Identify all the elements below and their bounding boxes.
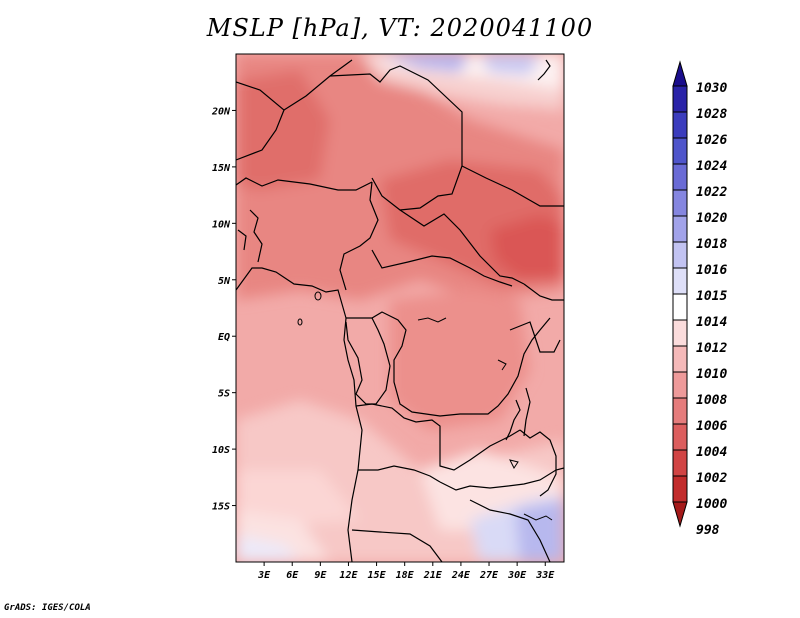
pressure-field <box>236 54 564 562</box>
colorbar-label: 998 <box>696 523 720 538</box>
colorbar-label: 1015 <box>696 289 727 304</box>
x-tick-label: 12E <box>339 570 358 581</box>
colorbar-label: 1000 <box>696 497 727 512</box>
y-axis: 20N 15N 10N 5N EQ 5S 10S 15S <box>211 106 236 513</box>
y-tick-label: 5S <box>218 389 230 400</box>
colorbar-label: 1016 <box>696 263 727 278</box>
colorbar-box <box>672 293 688 321</box>
colorbar-box <box>672 449 688 477</box>
x-tick-label: 3E <box>257 570 271 581</box>
colorbar-box <box>672 371 688 399</box>
country-borders <box>236 59 564 562</box>
x-tick-label: 24E <box>451 570 471 581</box>
x-tick-label: 33E <box>535 570 555 581</box>
y-tick-label: 10S <box>212 445 230 456</box>
colorbar-label: 1020 <box>696 211 727 226</box>
x-tick-label: 18E <box>396 570 415 581</box>
colorbar-box <box>672 397 688 425</box>
lakes <box>297 291 553 521</box>
colorbar-label: 1002 <box>696 471 727 486</box>
x-tick-label: 9E <box>314 570 327 581</box>
colorbar-label: 1008 <box>696 393 727 408</box>
x-axis: 3E 6E 9E 12E 15E 18E 21E 24E 27E 30E 33E <box>257 562 555 581</box>
colorbar: 1030 1028 1026 1024 1022 1020 1018 1016 1015 1014… <box>672 60 727 538</box>
colorbar-box <box>672 111 688 139</box>
colorbar-label: 1026 <box>696 133 727 148</box>
colorbar-box <box>672 267 688 295</box>
colorbar-box <box>672 189 688 217</box>
colorbar-label: 1018 <box>696 237 727 252</box>
y-tick-label: 20N <box>211 106 231 117</box>
colorbar-label: 1010 <box>696 367 727 382</box>
colorbar-label: 1028 <box>696 107 727 122</box>
colorbar-box <box>672 475 688 503</box>
colorbar-box <box>672 319 688 347</box>
y-tick-label: 10N <box>212 219 231 230</box>
colorbar-box <box>672 423 688 451</box>
x-tick-label: 21E <box>423 570 443 581</box>
x-tick-label: 15E <box>368 570 387 581</box>
y-tick-label: 5N <box>218 276 231 287</box>
colorbar-label: 1014 <box>696 315 727 330</box>
colorbar-label: 1012 <box>696 341 727 356</box>
colorbar-box <box>672 345 688 373</box>
y-tick-label: 15S <box>212 502 230 513</box>
chart-title: MSLP [hPa], VT: 2020041100 <box>206 14 594 42</box>
colorbar-label: 1030 <box>696 81 727 96</box>
colorbar-label: 1024 <box>696 159 727 174</box>
colorbar-box <box>672 163 688 191</box>
x-tick-label: 30E <box>507 570 527 581</box>
y-tick-label: EQ <box>218 332 230 343</box>
colorbar-label: 1022 <box>696 185 727 200</box>
map-frame <box>235 53 565 563</box>
colorbar-label: 1006 <box>696 419 727 434</box>
colorbar-box <box>672 215 688 243</box>
x-tick-label: 6E <box>286 570 299 581</box>
colorbar-top-triangle <box>672 60 688 87</box>
colorbar-bottom-triangle <box>672 501 688 528</box>
colorbar-box <box>672 137 688 165</box>
y-tick-label: 15N <box>212 163 231 174</box>
colorbar-box <box>672 85 688 113</box>
colorbar-box <box>672 241 688 269</box>
grads-credit: GrADS: IGES/COLA <box>4 603 91 613</box>
x-tick-label: 27E <box>479 570 499 581</box>
colorbar-label: 1004 <box>696 445 727 460</box>
